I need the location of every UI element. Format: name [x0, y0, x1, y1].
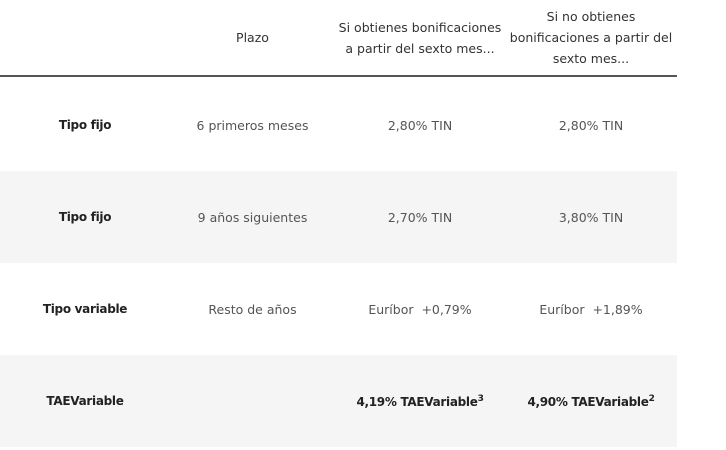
table-row: TAEVariable 4,19% TAEVariable3 4,90% TAE…	[0, 355, 677, 447]
row-term: 9 años siguientes	[197, 209, 308, 225]
header-col-sin-bonificaciones: Si no obtienes bonificaciones a partir d…	[509, 9, 673, 66]
row-rate-with-bonus: 2,70% TIN	[387, 209, 453, 225]
tae-value: 4,19% TAEVariable	[356, 395, 478, 409]
table-header: Plazo Si obtienes bonificaciones a parti…	[0, 0, 677, 77]
row-type: Tipo fijo	[58, 117, 112, 132]
row-term: Resto de años	[208, 301, 297, 317]
footnote-ref[interactable]: 2	[648, 394, 655, 404]
row-rate-without-bonus: Euríbor +1,89%	[539, 301, 643, 317]
row-tae-without-bonus: 4,90% TAEVariable2	[505, 389, 677, 413]
table-row: Tipo fijo 6 primeros meses 2,80% TIN 2,8…	[0, 79, 677, 171]
row-rate-without-bonus: 2,80% TIN	[558, 117, 624, 133]
row-rate-without-bonus: 3,80% TIN	[558, 209, 624, 225]
footnote-ref[interactable]: 3	[477, 394, 484, 404]
row-rate-with-bonus: 2,80% TIN	[387, 117, 453, 133]
row-type: Tipo variable	[42, 301, 128, 316]
table-row: Tipo variable Resto de años Euríbor +0,7…	[0, 263, 677, 355]
rates-table: Plazo Si obtienes bonificaciones a parti…	[0, 0, 677, 447]
row-rate-with-bonus: Euríbor +0,79%	[368, 301, 472, 317]
row-type: Tipo fijo	[58, 209, 112, 224]
row-tae-with-bonus: 4,19% TAEVariable3	[335, 389, 505, 413]
row-type: TAEVariable	[46, 393, 124, 408]
row-term: 6 primeros meses	[196, 117, 309, 133]
table-row: Tipo fijo 9 años siguientes 2,70% TIN 3,…	[0, 171, 677, 263]
header-col-plazo: Plazo	[236, 30, 269, 45]
header-col-con-bonificaciones: Si obtienes bonificaciones a partir del …	[338, 19, 502, 56]
tae-value: 4,90% TAEVariable	[527, 395, 649, 409]
